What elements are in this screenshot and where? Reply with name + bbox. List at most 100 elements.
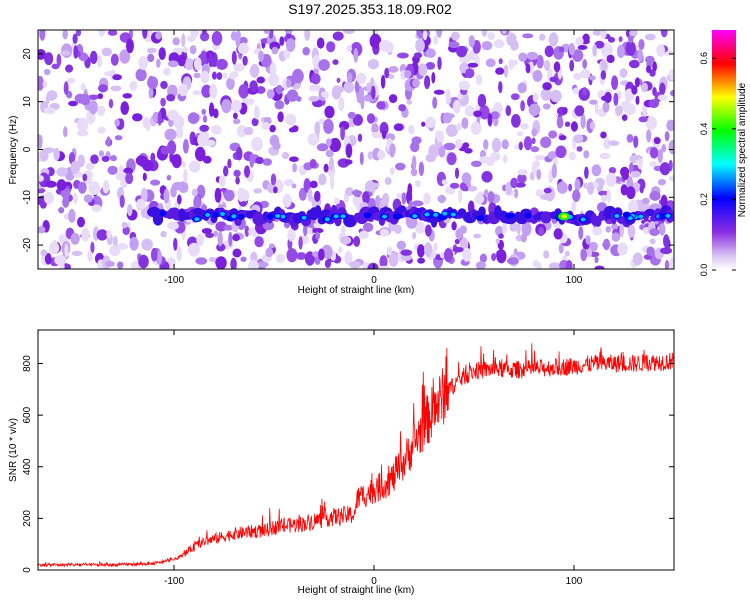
- spectrogram-noise: [88, 94, 99, 100]
- spectrogram-noise: [54, 255, 67, 266]
- spectrogram-noise: [465, 68, 475, 79]
- spectrogram-noise: [268, 73, 280, 86]
- spectrogram-noise: [589, 121, 596, 130]
- spectrogram-noise: [632, 252, 643, 266]
- spectrogram-noise: [379, 228, 390, 237]
- spectrogram-noise: [65, 64, 74, 73]
- spectrogram-noise: [262, 158, 272, 166]
- spectrogram-noise: [215, 256, 227, 269]
- spectrogram-noise: [285, 38, 296, 52]
- spectrogram-noise: [292, 125, 299, 133]
- spectrogram-noise: [507, 257, 519, 265]
- spectrogram-noise: [193, 57, 202, 71]
- signal-band-core: [205, 212, 211, 217]
- spectrogram-noise: [90, 154, 99, 164]
- spectrogram-noise: [196, 233, 204, 247]
- spectrogram-noise: [611, 223, 619, 231]
- spectrogram-noise: [600, 70, 607, 80]
- spectrogram-noise: [583, 150, 590, 159]
- spectrogram-noise: [307, 133, 319, 146]
- spectrogram-noise: [112, 235, 118, 248]
- spectrogram-noise: [177, 194, 182, 205]
- spectrogram-noise: [457, 93, 464, 100]
- spectrogram-noise: [237, 42, 249, 55]
- spectrogram-noise: [487, 32, 496, 40]
- spectrogram-noise: [660, 30, 668, 38]
- spectrogram-noise: [233, 169, 241, 177]
- spectrogram-noise: [112, 74, 122, 81]
- spectrogram-noise: [344, 251, 353, 266]
- spectrogram-noise: [606, 54, 615, 64]
- spectrogram-noise: [119, 195, 125, 208]
- spectrogram-noise: [479, 105, 490, 120]
- spectrogram-noise: [388, 66, 399, 73]
- spectrogram-noise: [379, 255, 388, 269]
- spectrogram-noise: [226, 77, 235, 90]
- spectrogram-noise: [338, 96, 345, 112]
- spectrogram-noise: [338, 246, 343, 254]
- spectrogram-noise: [522, 33, 534, 39]
- signal-band-peak: [392, 213, 403, 220]
- spectrogram-noise: [251, 136, 263, 152]
- spectrogram-noise: [531, 128, 538, 137]
- spectrogram-noise: [240, 256, 247, 262]
- spectrogram-noise: [401, 192, 407, 205]
- spectrogram-noise: [249, 63, 260, 78]
- spectrogram-noise: [431, 72, 436, 84]
- snr-xtick-label: -100: [164, 576, 184, 587]
- spectrogram-noise: [664, 259, 670, 269]
- spectrogram-noise: [182, 46, 189, 53]
- signal-band-peak: [524, 212, 532, 219]
- spectrogram-noise: [513, 188, 519, 199]
- spectrogram-noise: [208, 52, 214, 68]
- spectrogram-noise: [389, 143, 396, 158]
- spectrogram-noise: [192, 90, 202, 96]
- signal-band-peak: [622, 211, 631, 218]
- spectrogram-noise: [235, 176, 240, 185]
- spectrogram-noise: [617, 242, 628, 256]
- spectrogram-noise: [213, 230, 219, 237]
- spectrogram-noise: [318, 59, 330, 71]
- spectrogram-noise: [423, 192, 431, 205]
- spectrogram-noise: [193, 195, 202, 210]
- spectrogram-noise: [611, 232, 621, 242]
- spectrogram-noise: [76, 129, 89, 137]
- spectrogram-noise: [183, 168, 188, 183]
- spectrogram-noise: [164, 128, 177, 141]
- spectrogram-noise: [644, 33, 656, 41]
- spectrogram-noise: [209, 83, 218, 99]
- spectrogram-noise: [589, 99, 598, 105]
- spectrogram-noise: [276, 253, 285, 263]
- spectrogram-noise: [274, 100, 285, 110]
- spectrogram-noise: [331, 85, 342, 100]
- snr-series-line: [38, 343, 674, 568]
- spectrogram-noise: [591, 164, 602, 177]
- spectrogram-noise: [518, 52, 528, 62]
- spectrogram-noise: [320, 91, 330, 98]
- spectrogram-noise: [565, 260, 573, 269]
- spectrogram-noise: [223, 189, 235, 202]
- spectrogram-noise: [413, 52, 423, 59]
- spectrogram-noise: [211, 124, 222, 135]
- spectrogram-noise: [253, 105, 260, 120]
- signal-band: [478, 206, 486, 217]
- spectrogram-noise: [459, 225, 467, 234]
- spectrogram-noise: [104, 71, 114, 77]
- spectrogram-noise: [574, 178, 581, 192]
- spectrogram-noise: [238, 84, 249, 99]
- spectrogram-noise: [166, 94, 176, 102]
- spectrogram-noise: [201, 108, 206, 115]
- spectrogram-noise: [109, 245, 121, 257]
- spectrogram-noise: [454, 167, 460, 179]
- spectrogram-noise: [607, 36, 616, 43]
- spectrogram-noise: [631, 85, 638, 95]
- spectrogram-noise: [256, 76, 266, 84]
- spectrogram-noise: [473, 233, 482, 239]
- spectrogram-noise: [230, 257, 237, 269]
- spectrogram-noise: [438, 146, 446, 158]
- spectrogram-noise: [87, 250, 93, 262]
- spectrogram-noise: [498, 233, 504, 239]
- spectrogram-noise: [309, 84, 316, 92]
- spectrogram-noise: [600, 131, 607, 139]
